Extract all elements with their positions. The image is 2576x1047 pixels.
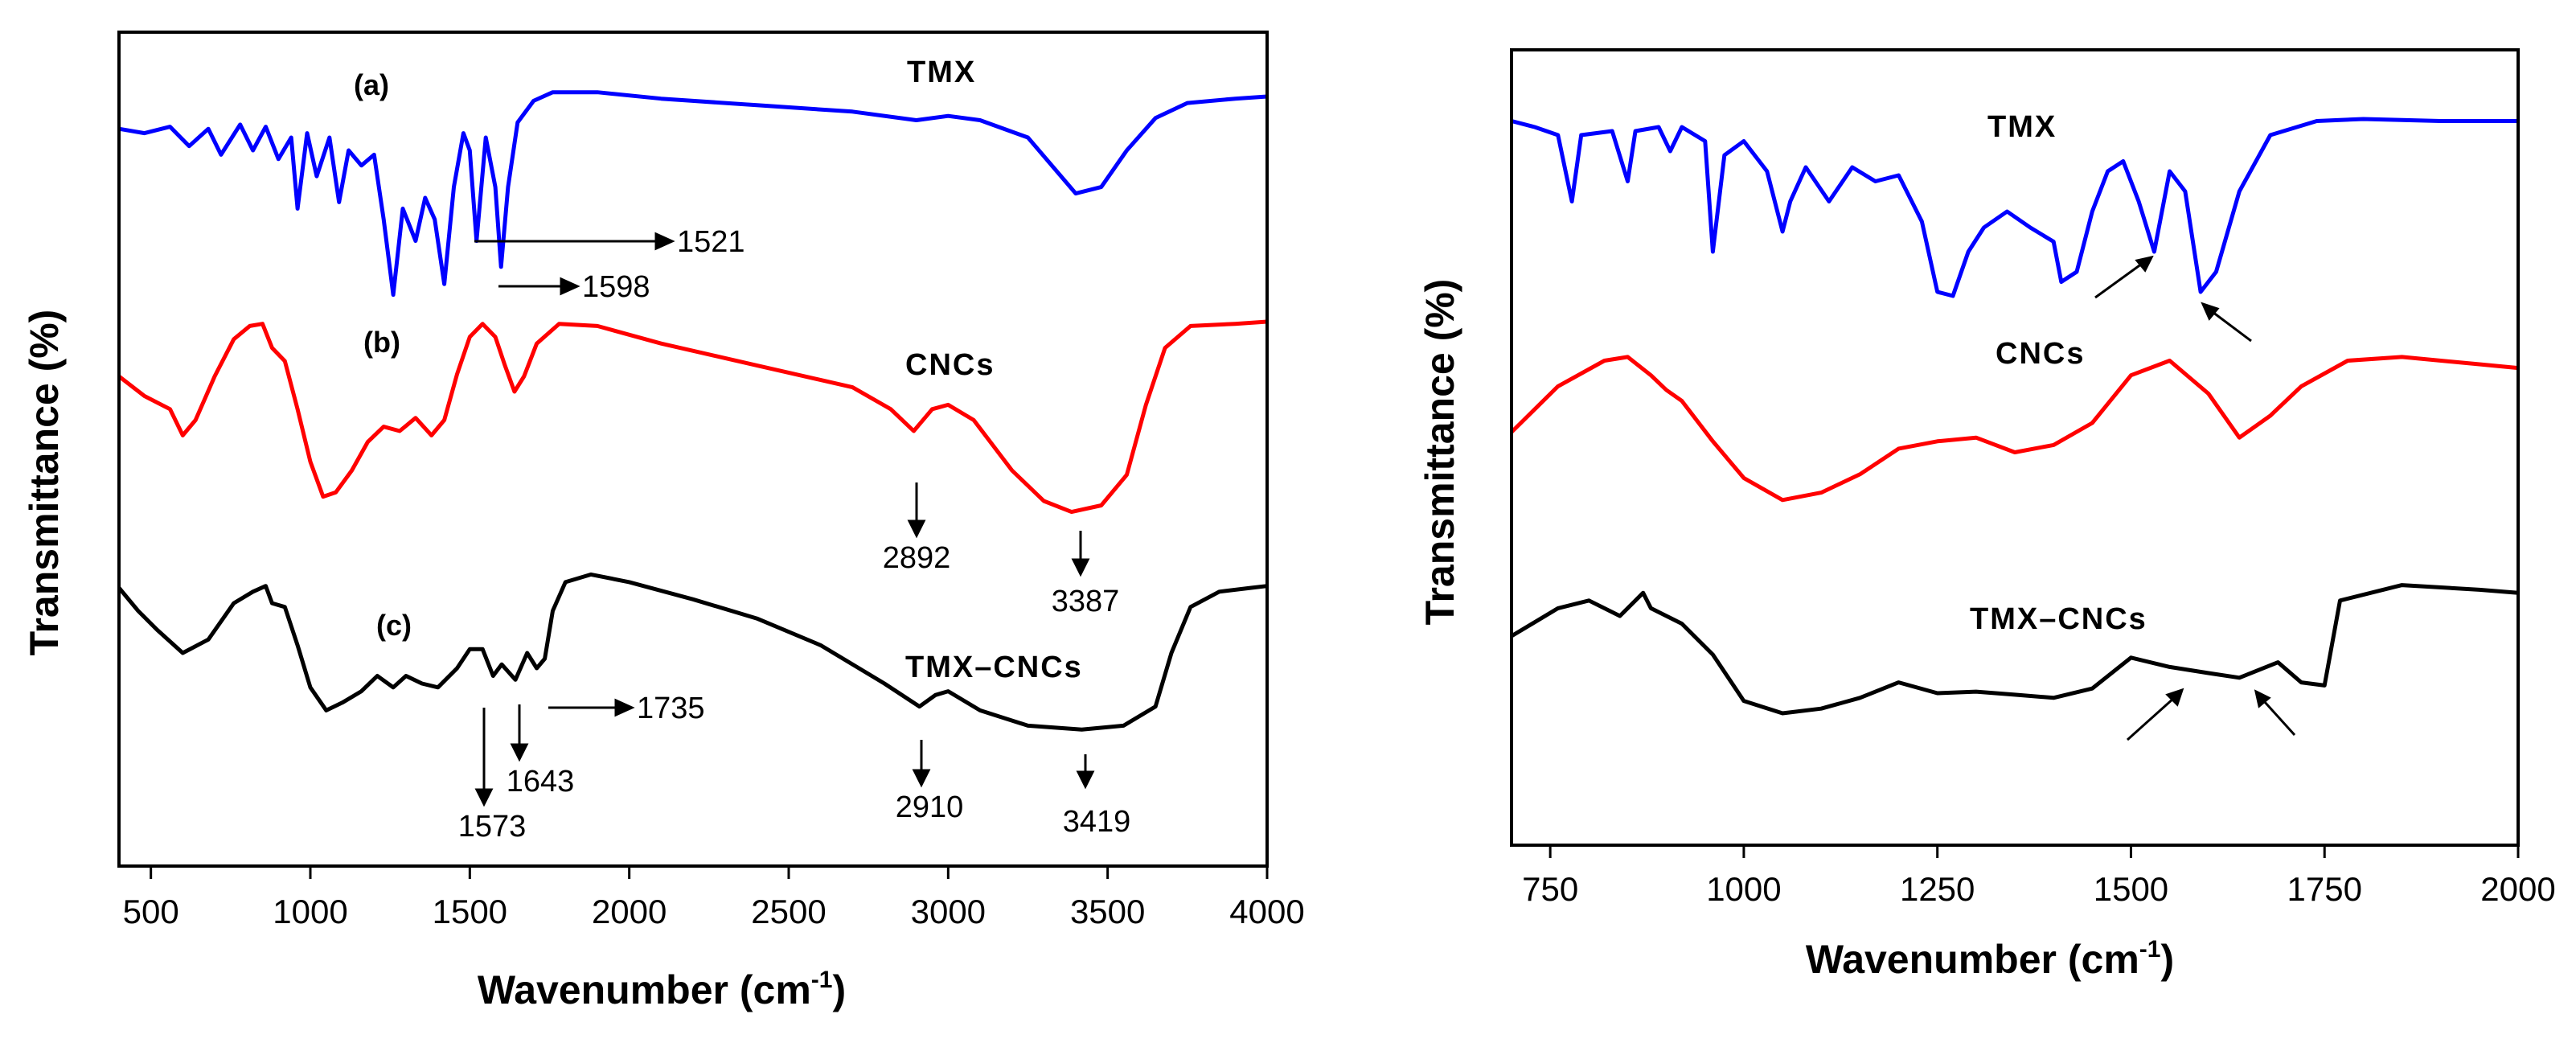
right-trace-label-tmx: TMX — [1987, 110, 2057, 144]
left-xlabel: Wavenumber (cm-1) — [478, 967, 846, 1012]
annotation-label-1735: 1735 — [637, 692, 705, 725]
right-xlabel: Wavenumber (cm-1) — [1806, 936, 2174, 982]
right-xtick-label-750: 750 — [1522, 870, 1578, 908]
left-annotations — [474, 232, 1095, 807]
panel-right: Transmittance (%) Wavenumber (cm-1) 750 1… — [1417, 48, 2556, 982]
left-trace-label-tmx-cncs: TMX–CNCs — [905, 651, 1083, 684]
right-arrow-4 — [2262, 700, 2296, 737]
right-series-line-tmx-cncs — [1510, 583, 2519, 716]
annotation-label-1598: 1598 — [582, 270, 650, 304]
annotation-label-1643: 1643 — [507, 765, 575, 799]
left-ylabel: Transmittance (%) — [22, 310, 67, 656]
left-xtick-label-1000: 1000 — [273, 893, 347, 930]
left-series-line-tmx-cncs — [117, 572, 1268, 732]
label-c: (c) — [376, 609, 412, 642]
left-series-line-tmx — [118, 90, 1268, 298]
right-arrowhead-3 — [2165, 688, 2184, 707]
label-b: (b) — [363, 326, 400, 359]
annotation-label-2892: 2892 — [883, 541, 951, 575]
right-arrowhead-4 — [2254, 689, 2271, 708]
annotation-arrowhead-3419 — [1076, 770, 1095, 790]
annotation-label-2910: 2910 — [896, 790, 964, 824]
annotation-arrowhead-3387 — [1071, 558, 1090, 577]
right-arrowhead-2 — [2201, 302, 2220, 321]
annotation-arrowhead-1573 — [474, 788, 494, 807]
right-annotations — [2094, 255, 2296, 741]
right-trace-label-tmx-cncs: TMX–CNCs — [1970, 602, 2147, 636]
left-series — [117, 90, 1268, 732]
right-trace-label-cncs: CNCs — [1996, 337, 2085, 371]
right-plot-frame — [1510, 48, 2520, 847]
left-xaxis: 500 1000 1500 2000 2500 3000 3500 4000 — [123, 866, 1305, 930]
annotation-label-1573: 1573 — [458, 810, 527, 844]
right-arrow-2 — [2212, 310, 2252, 343]
annotation-arrowhead-1598 — [560, 277, 580, 296]
left-series-line-cncs — [117, 319, 1268, 515]
right-xtick-label-1750: 1750 — [2287, 870, 2362, 908]
annotation-label-3419: 3419 — [1063, 805, 1131, 839]
right-xaxis: 750 1000 1250 1500 1750 2000 — [1522, 845, 2556, 908]
left-xtick-label-500: 500 — [123, 893, 179, 930]
annotation-arrowhead-2910 — [912, 769, 931, 788]
right-xtick-label-1000: 1000 — [1706, 870, 1781, 908]
annotation-arrowhead-2892 — [907, 519, 926, 539]
left-xtick-label-1500: 1500 — [433, 893, 507, 930]
panel-left: Transmittance (%) Wavenumber (cm-1) 500 1… — [22, 31, 1305, 1012]
annotation-arrowhead-1643 — [510, 743, 529, 762]
right-arrow-3 — [2126, 696, 2176, 741]
right-xtick-label-1250: 1250 — [1900, 870, 1975, 908]
left-trace-label-cncs: CNCs — [905, 348, 995, 382]
left-xtick-label-2500: 2500 — [751, 893, 826, 930]
right-series-line-cncs — [1510, 355, 2519, 503]
right-arrowhead-1 — [2135, 255, 2154, 273]
left-xtick-label-2000: 2000 — [592, 893, 667, 930]
annotation-arrowhead-1735 — [614, 698, 635, 717]
label-a: (a) — [354, 68, 389, 101]
annotation-arrowhead-1521 — [654, 232, 675, 251]
left-trace-label-tmx: TMX — [907, 55, 976, 89]
annotation-label-1521: 1521 — [677, 225, 745, 259]
left-xtick-label-3500: 3500 — [1070, 893, 1145, 930]
right-xtick-label-2000: 2000 — [2480, 870, 2555, 908]
left-xtick-label-4000: 4000 — [1229, 893, 1304, 930]
right-series — [1510, 117, 2519, 716]
left-xtick-label-3000: 3000 — [911, 893, 986, 930]
annotation-label-3387: 3387 — [1052, 585, 1120, 618]
right-xtick-label-1500: 1500 — [2094, 870, 2168, 908]
left-plot-frame — [117, 31, 1269, 868]
right-series-line-tmx — [1511, 117, 2518, 298]
right-ylabel: Transmittance (%) — [1417, 279, 1462, 626]
right-arrow-1 — [2094, 262, 2143, 299]
